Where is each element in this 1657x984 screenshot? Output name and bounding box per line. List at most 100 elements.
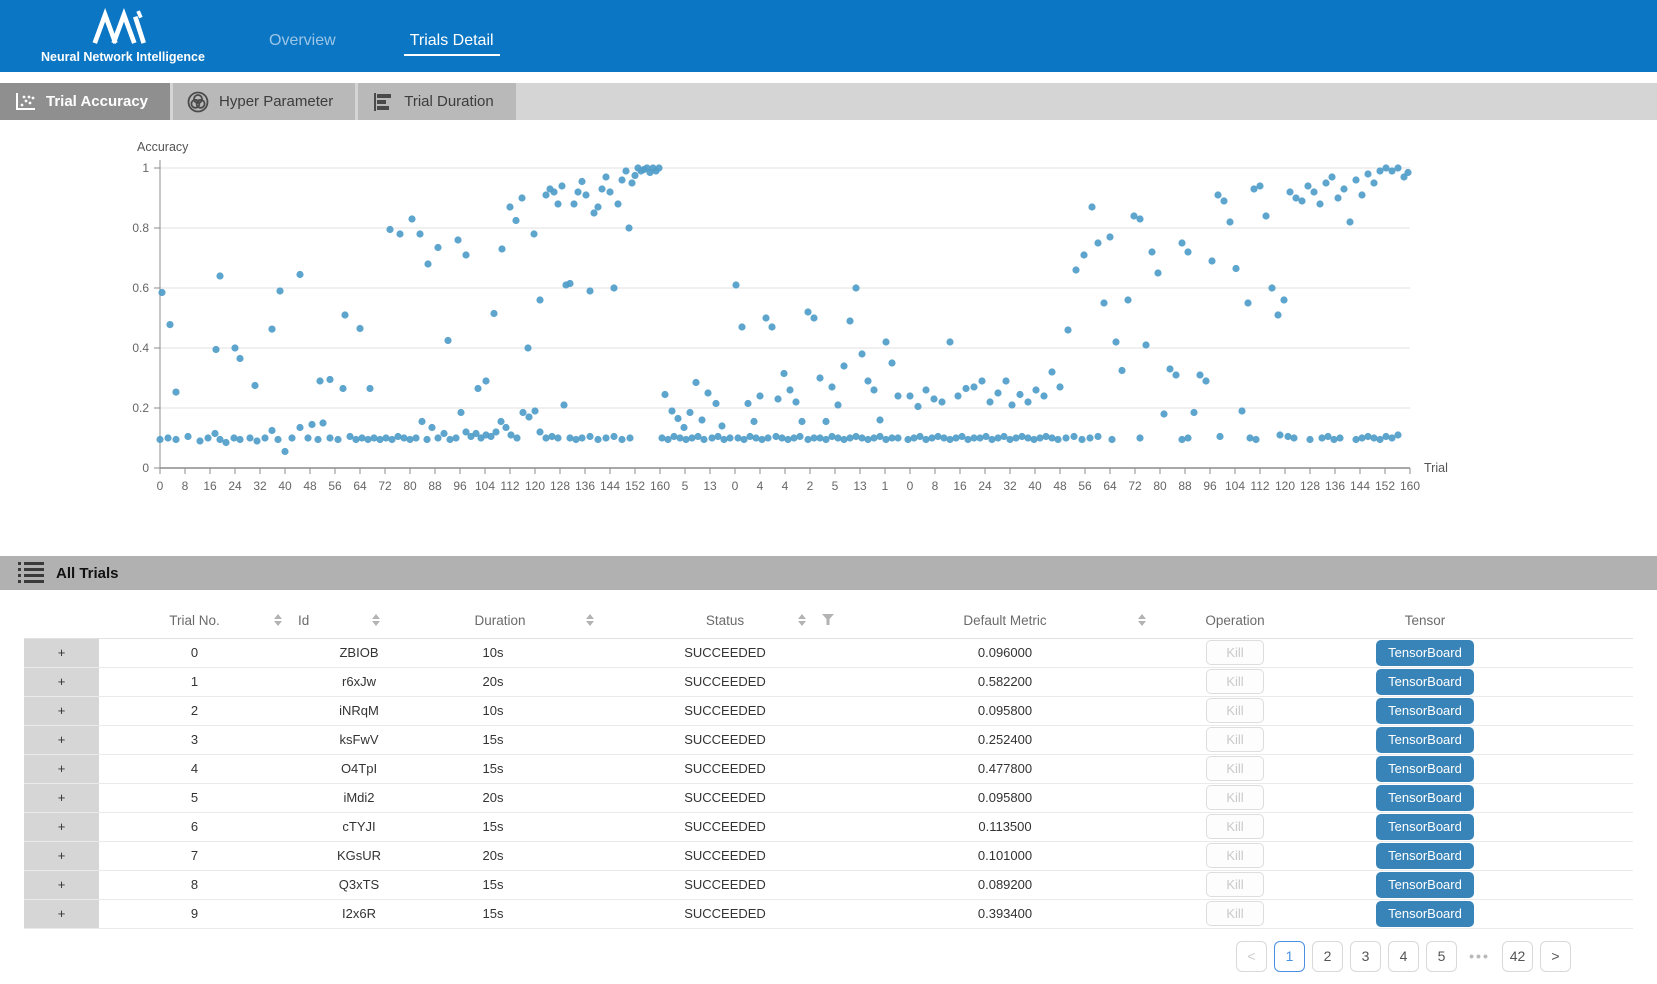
scatter-point[interactable] (474, 385, 481, 392)
scatter-point[interactable] (906, 392, 913, 399)
scatter-point[interactable] (1078, 436, 1085, 443)
scatter-point[interactable] (790, 434, 797, 441)
kill-button[interactable]: Kill (1206, 756, 1264, 781)
tensorboard-button[interactable]: TensorBoard (1376, 785, 1474, 811)
scatter-point[interactable] (762, 314, 769, 321)
scatter-point[interactable] (400, 434, 407, 441)
scatter-point[interactable] (457, 409, 464, 416)
scatter-point[interactable] (274, 436, 281, 443)
scatter-point[interactable] (1276, 431, 1283, 438)
scatter-point[interactable] (1268, 284, 1275, 291)
scatter-point[interactable] (281, 448, 288, 455)
scatter-point[interactable] (946, 338, 953, 345)
scatter-point[interactable] (482, 377, 489, 384)
scatter-point[interactable] (308, 421, 315, 428)
scatter-point[interactable] (1184, 434, 1191, 441)
scatter-point[interactable] (938, 398, 945, 405)
scatter-point[interactable] (334, 436, 341, 443)
nav-item-trials-detail[interactable]: Trials Detail (404, 32, 500, 72)
scatter-point[interactable] (752, 434, 759, 441)
scatter-point[interactable] (1208, 257, 1215, 264)
scatter-point[interactable] (506, 203, 513, 210)
scatter-point[interactable] (253, 437, 260, 444)
scatter-point[interactable] (846, 434, 853, 441)
scatter-point[interactable] (513, 434, 520, 441)
scatter-point[interactable] (894, 392, 901, 399)
scatter-point[interactable] (548, 433, 555, 440)
kill-button[interactable]: Kill (1206, 814, 1264, 839)
scatter-point[interactable] (428, 424, 435, 431)
scatter-point[interactable] (1306, 436, 1313, 443)
scatter-point[interactable] (734, 434, 741, 441)
scatter-point[interactable] (870, 434, 877, 441)
scatter-point[interactable] (418, 418, 425, 425)
scatter-point[interactable] (542, 191, 549, 198)
scatter-point[interactable] (1334, 194, 1341, 201)
scatter-point[interactable] (1112, 338, 1119, 345)
tensorboard-button[interactable]: TensorBoard (1376, 901, 1474, 927)
scatter-point[interactable] (658, 434, 665, 441)
scatter-point[interactable] (614, 200, 621, 207)
scatter-point[interactable] (382, 434, 389, 441)
scatter-point[interactable] (822, 418, 829, 425)
scatter-point[interactable] (1256, 182, 1263, 189)
scatter-point[interactable] (542, 434, 549, 441)
scatter-point[interactable] (1088, 203, 1095, 210)
row-expander-button[interactable]: + (24, 783, 99, 812)
scatter-point[interactable] (1216, 433, 1223, 440)
scatter-point[interactable] (858, 434, 865, 441)
scatter-point[interactable] (688, 434, 695, 441)
scatter-point[interactable] (1030, 436, 1037, 443)
scatter-point[interactable] (946, 436, 953, 443)
scatter-point[interactable] (1024, 434, 1031, 441)
scatter-point[interactable] (211, 430, 218, 437)
scatter-point[interactable] (738, 323, 745, 330)
scatter-point[interactable] (864, 377, 871, 384)
kill-button[interactable]: Kill (1206, 843, 1264, 868)
scatter-point[interactable] (366, 385, 373, 392)
scatter-point[interactable] (718, 422, 725, 429)
filter-icon[interactable] (822, 614, 834, 625)
scatter-point[interactable] (578, 434, 585, 441)
col-header-id[interactable]: Id (290, 590, 420, 638)
scatter-point[interactable] (1358, 434, 1365, 441)
scatter-point[interactable] (424, 260, 431, 267)
kill-button[interactable]: Kill (1206, 785, 1264, 810)
scatter-point[interactable] (531, 407, 538, 414)
scatter-point[interactable] (698, 416, 705, 423)
scatter-point[interactable] (1404, 169, 1411, 176)
scatter-point[interactable] (1190, 409, 1197, 416)
scatter-point[interactable] (1316, 200, 1323, 207)
scatter-point[interactable] (574, 188, 581, 195)
scatter-point[interactable] (339, 385, 346, 392)
scatter-point[interactable] (774, 395, 781, 402)
nav-item-overview[interactable]: Overview (263, 32, 342, 72)
scatter-point[interactable] (1352, 176, 1359, 183)
scatter-point[interactable] (586, 433, 593, 440)
row-expander-button[interactable]: + (24, 899, 99, 928)
pagination-prev-button[interactable]: < (1236, 941, 1267, 972)
scatter-points[interactable] (156, 164, 1411, 455)
scatter-point[interactable] (1142, 341, 1149, 348)
scatter-point[interactable] (222, 439, 229, 446)
scatter-point[interactable] (594, 436, 601, 443)
scatter-point[interactable] (316, 377, 323, 384)
scatter-point[interactable] (708, 434, 715, 441)
scatter-point[interactable] (554, 434, 561, 441)
scatter-point[interactable] (1352, 436, 1359, 443)
scatter-point[interactable] (566, 280, 573, 287)
scatter-point[interactable] (778, 434, 785, 441)
scatter-point[interactable] (804, 436, 811, 443)
scatter-point[interactable] (978, 377, 985, 384)
scatter-point[interactable] (712, 400, 719, 407)
scatter-point[interactable] (570, 200, 577, 207)
scatter-point[interactable] (1196, 371, 1203, 378)
scatter-point[interactable] (376, 436, 383, 443)
scatter-point[interactable] (519, 409, 526, 416)
scatter-point[interactable] (816, 434, 823, 441)
scatter-point[interactable] (1346, 218, 1353, 225)
scatter-point[interactable] (1042, 433, 1049, 440)
scatter-point[interactable] (594, 203, 601, 210)
scatter-point[interactable] (852, 284, 859, 291)
scatter-point[interactable] (296, 424, 303, 431)
